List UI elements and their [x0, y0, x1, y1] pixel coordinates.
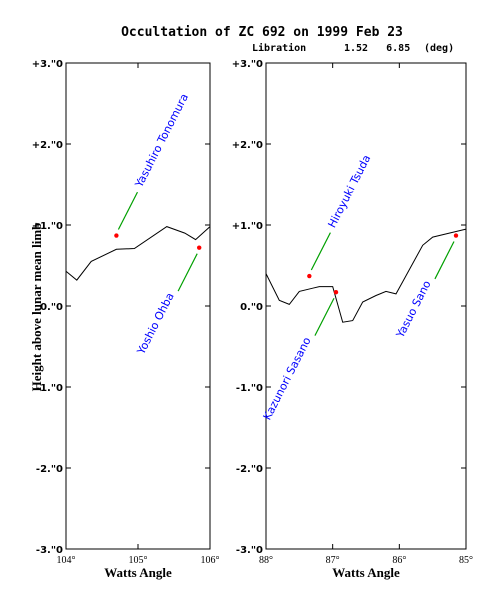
y-tick-label: -1."0 [236, 383, 263, 394]
y-tick-label: 0."0 [40, 302, 63, 313]
observer-event-point [114, 233, 119, 238]
observer-event-point [197, 245, 202, 250]
libration-values: 1.52 6.85 [344, 43, 410, 54]
y-tick-label: +1."0 [232, 221, 263, 232]
x-tick-label: 104° [57, 555, 76, 566]
y-tick-label: -2."0 [236, 464, 263, 475]
y-tick-label: -1."0 [36, 383, 63, 394]
observer-event-point [333, 290, 339, 295]
right-x-axis-label: Watts Angle [332, 565, 400, 580]
observer-name-label: Yasuhiro Tonomura [132, 91, 191, 190]
figure-title: Occultation of ZC 692 on 1999 Feb 23 [121, 25, 403, 40]
left-x-axis-label: Watts Angle [104, 565, 172, 580]
observer-pointer-line [434, 241, 455, 280]
x-tick-label: 105° [129, 555, 148, 566]
y-tick-label: -3."0 [236, 545, 263, 556]
libration-unit: (deg) [424, 43, 454, 54]
libration-readout: Libration 1.52 6.85 (deg) [252, 42, 454, 54]
observer-event-point [453, 233, 459, 238]
y-axis-label: Height above lunar mean limb [29, 223, 44, 392]
right-panel-frame [265, 62, 467, 550]
x-tick-label: 106° [201, 555, 220, 566]
libration-label: Libration [252, 42, 306, 54]
y-tick-label: 0."0 [240, 302, 263, 313]
y-tick-label: +2."0 [232, 140, 263, 151]
x-tick-label: 86° [392, 555, 406, 566]
right-limb-profile [265, 228, 467, 323]
y-tick-label: -2."0 [36, 464, 63, 475]
observer-pointer-line [177, 253, 198, 292]
y-tick-label: +2."0 [32, 140, 63, 151]
x-tick-label: 87° [326, 555, 340, 566]
right-panel: +3."0 +2."0 +1."0 0."0 -1."0 -2."0 -3."088° 87°… [232, 59, 473, 580]
observer-event-point [307, 273, 312, 279]
observer-name-label: Hiroyuki Tsuda [325, 153, 373, 230]
x-tick-label: 85° [459, 555, 473, 566]
x-tick-label: 88° [259, 555, 273, 566]
observer-name-label: Kazunori Sasano [261, 335, 314, 422]
observer-name-label: Yoshio Ohba [134, 291, 177, 358]
observer-pointer-line [310, 232, 331, 271]
observer-pointer-line [117, 191, 139, 230]
y-tick-label: +3."0 [232, 59, 263, 70]
left-limb-profile [65, 226, 211, 281]
y-tick-label: -3."0 [36, 545, 63, 556]
left-panel-frame [65, 62, 211, 550]
y-tick-label: +3."0 [32, 59, 63, 70]
y-tick-label: +1."0 [32, 221, 63, 232]
observer-pointer-line [314, 297, 335, 336]
